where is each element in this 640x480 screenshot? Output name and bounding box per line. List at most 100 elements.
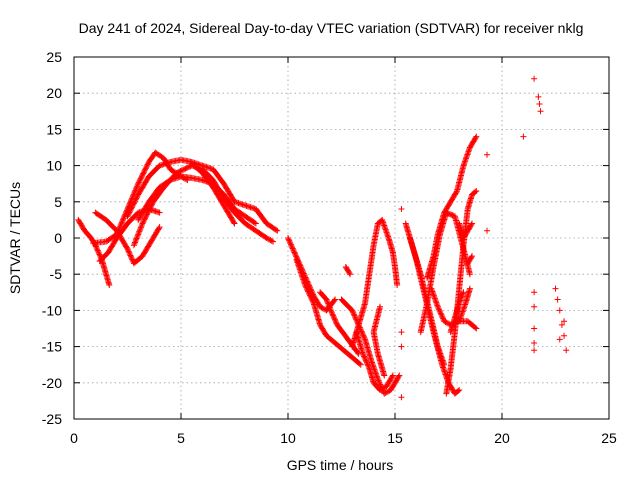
data-point <box>123 244 130 251</box>
y-tick-label: 20 <box>46 85 62 101</box>
data-point <box>135 231 142 238</box>
data-point <box>125 247 132 254</box>
data-point <box>114 230 121 237</box>
data-point <box>362 356 369 363</box>
data-point <box>114 228 121 235</box>
data-point <box>132 197 139 204</box>
data-point <box>323 296 330 303</box>
data-point <box>143 212 150 219</box>
data-point <box>536 101 543 108</box>
data-point <box>133 195 140 202</box>
y-tick-label: -5 <box>50 266 63 282</box>
data-point <box>142 166 149 173</box>
data-point <box>563 347 570 354</box>
data-markers <box>75 75 570 401</box>
data-point <box>441 318 448 325</box>
data-point <box>273 226 280 233</box>
data-point <box>350 310 357 317</box>
data-point <box>398 394 405 401</box>
data-point <box>456 298 463 305</box>
data-point <box>440 315 447 322</box>
data-point <box>137 225 144 232</box>
y-tick-label: -20 <box>42 375 62 391</box>
x-tick-label: 15 <box>387 430 403 446</box>
data-point <box>141 167 148 174</box>
data-point <box>302 283 309 290</box>
data-point <box>136 227 143 234</box>
data-point <box>120 215 127 222</box>
x-tick-labels: 0 5 10 15 20 25 <box>70 430 617 446</box>
isolated-points <box>398 75 570 401</box>
data-track <box>317 289 362 357</box>
data-point <box>466 285 473 292</box>
data-point <box>327 306 334 313</box>
data-point <box>531 75 538 82</box>
data-point <box>472 134 479 141</box>
data-point <box>363 360 370 367</box>
data-point <box>270 238 277 245</box>
data-point <box>127 206 134 213</box>
data-point <box>327 307 334 314</box>
data-point <box>231 220 238 227</box>
data-point <box>437 310 444 317</box>
data-point <box>113 231 120 238</box>
data-point <box>396 372 403 379</box>
data-point <box>325 301 332 308</box>
data-point <box>473 325 480 332</box>
data-point <box>130 201 137 208</box>
data-point <box>134 182 141 189</box>
data-point <box>350 311 357 318</box>
data-point <box>133 235 140 242</box>
data-point <box>137 176 144 183</box>
data-point <box>360 332 367 339</box>
data-point <box>147 205 154 212</box>
data-point <box>332 296 339 303</box>
data-point <box>319 305 326 312</box>
data-point <box>378 386 385 393</box>
data-point <box>140 170 147 177</box>
data-point <box>457 297 464 304</box>
data-point <box>292 252 299 259</box>
data-point <box>145 209 152 216</box>
data-track <box>456 285 473 325</box>
data-point <box>144 161 151 168</box>
data-point <box>435 305 442 312</box>
data-point <box>552 285 559 292</box>
data-point <box>303 284 310 291</box>
data-point <box>268 237 275 244</box>
data-point <box>556 307 563 314</box>
data-point <box>468 254 475 261</box>
data-point <box>156 224 163 231</box>
data-point <box>129 256 136 263</box>
data-point <box>135 179 142 186</box>
data-point <box>141 216 148 223</box>
data-point <box>135 230 142 237</box>
data-point <box>442 318 449 325</box>
data-point <box>134 232 141 239</box>
data-point <box>361 353 368 360</box>
data-point <box>380 384 387 391</box>
data-point <box>389 373 396 380</box>
data-point <box>317 303 324 310</box>
data-point <box>434 303 441 310</box>
data-point <box>286 237 293 244</box>
data-point <box>132 196 139 203</box>
data-point <box>131 199 138 206</box>
data-point <box>274 227 281 234</box>
data-point <box>285 235 291 241</box>
data-point <box>143 211 150 218</box>
data-point <box>374 376 381 383</box>
data-point <box>133 236 140 243</box>
data-point <box>133 184 140 191</box>
y-tick-labels: -25 -20 -15 -10 -5 0 5 10 15 20 25 <box>42 49 62 427</box>
data-point <box>394 282 401 289</box>
data-point <box>124 213 131 220</box>
data-track <box>75 216 113 289</box>
data-point <box>325 300 332 307</box>
data-point <box>359 331 366 338</box>
data-point <box>330 313 337 320</box>
data-point <box>324 297 331 304</box>
data-point <box>141 215 148 222</box>
data-point <box>305 288 312 295</box>
